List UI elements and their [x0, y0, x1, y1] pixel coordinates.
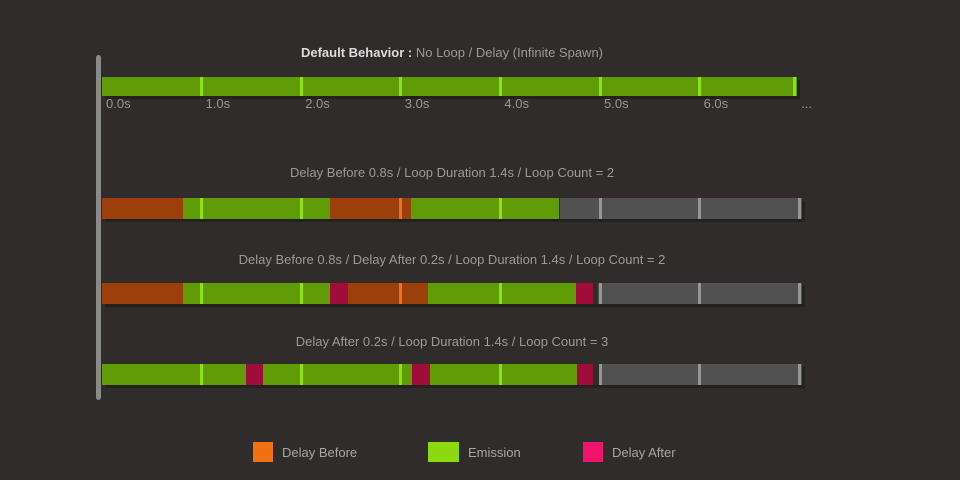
bar-track — [102, 283, 803, 304]
bar-track — [102, 77, 798, 96]
second-tick — [498, 364, 502, 385]
second-tick — [200, 77, 204, 96]
second-tick — [598, 198, 602, 219]
second-tick — [698, 198, 702, 219]
bar-track — [102, 364, 803, 385]
segment-emission — [182, 198, 331, 219]
time-label: ... — [801, 96, 813, 111]
segment-delay-before — [102, 198, 183, 219]
second-tick — [797, 364, 801, 385]
second-tick — [299, 364, 303, 385]
segment-emission — [263, 364, 412, 385]
second-tick — [698, 77, 702, 96]
legend-swatch-delay-after — [583, 442, 603, 462]
second-tick — [498, 198, 502, 219]
second-tick — [598, 364, 602, 385]
second-tick — [299, 283, 303, 304]
second-tick — [399, 77, 403, 96]
second-tick — [598, 283, 602, 304]
time-label: 0.0s — [106, 96, 131, 111]
timeline-bar-delay-before-after-loop2 — [102, 283, 805, 304]
segment-emission — [429, 364, 578, 385]
segment-delay-before — [102, 283, 183, 304]
legend-swatch-emission — [428, 442, 459, 462]
row-title-text: No Loop / Delay (Infinite Spawn) — [412, 45, 604, 60]
time-axis-labels: 0.0s 1.0s 2.0s 3.0s 4.0s 5.0s 6.0s... — [102, 96, 832, 112]
second-tick — [299, 77, 303, 96]
second-tick — [200, 364, 204, 385]
second-tick — [792, 77, 796, 96]
legend-label-delay-after: Delay After — [612, 444, 676, 460]
legend-label-delay-before: Delay Before — [282, 444, 358, 460]
segment-delay-after — [577, 364, 593, 385]
segment-delay-after — [330, 283, 348, 304]
time-label: 2.0s — [305, 96, 330, 111]
time-label: 3.0s — [404, 96, 430, 111]
segment-emission — [102, 77, 798, 96]
second-tick — [399, 283, 403, 304]
row-title-text: Delay Before 0.8s / Loop Duration 1.4s /… — [289, 165, 615, 180]
bar-track — [102, 198, 803, 219]
timeline-bar-delay-after-loop3 — [102, 364, 805, 385]
second-tick — [200, 198, 204, 219]
legend-item-emission: Emission — [428, 442, 521, 462]
segment-delay-after — [246, 364, 264, 385]
second-tick — [299, 198, 303, 219]
row-title-loop-count-2: Delay Before 0.8s / Loop Duration 1.4s /… — [102, 165, 802, 180]
row-title-loop-count-3: Delay After 0.2s / Loop Duration 1.4s / … — [102, 334, 802, 349]
segment-delay-after — [576, 283, 593, 304]
second-tick — [797, 283, 801, 304]
legend-swatch-delay-before — [253, 442, 273, 462]
second-tick — [797, 198, 801, 219]
segment-emission — [182, 283, 331, 304]
second-tick — [698, 283, 702, 304]
legend-item-delay-after: Delay After — [583, 442, 676, 462]
second-tick — [399, 198, 403, 219]
second-tick — [200, 283, 204, 304]
second-tick — [698, 364, 702, 385]
segment-delay-before — [330, 198, 411, 219]
segment-delay-before — [348, 283, 428, 304]
time-label: 6.0s — [703, 96, 729, 111]
segment-inactive — [560, 198, 803, 219]
second-tick — [498, 283, 502, 304]
second-tick — [498, 77, 502, 96]
second-tick — [399, 364, 403, 385]
timeline-bar-default-behavior — [102, 77, 805, 96]
row-title-text: Delay After 0.2s / Loop Duration 1.4s / … — [295, 334, 609, 349]
row-title-default-behavior: Default Behavior : No Loop / Delay (Infi… — [102, 45, 802, 60]
second-tick — [598, 77, 602, 96]
legend-item-delay-before: Delay Before — [253, 442, 357, 462]
row-title-delay-after-loop-count-2: Delay Before 0.8s / Delay After 0.2s / L… — [102, 252, 802, 267]
time-label: 4.0s — [504, 96, 529, 111]
segment-emission — [410, 198, 560, 219]
timeline-bar-delay-before-loop2 — [102, 198, 805, 219]
row-title-bold-text: Default Behavior : — [300, 45, 413, 60]
legend-label-emission: Emission — [468, 444, 521, 460]
segment-delay-after — [411, 364, 430, 385]
timeline-axis — [96, 55, 101, 400]
time-label: 5.0s — [604, 96, 629, 111]
row-title-text: Delay Before 0.8s / Delay After 0.2s / L… — [238, 252, 666, 267]
time-label: 1.0s — [205, 96, 231, 111]
segment-emission — [102, 364, 247, 385]
